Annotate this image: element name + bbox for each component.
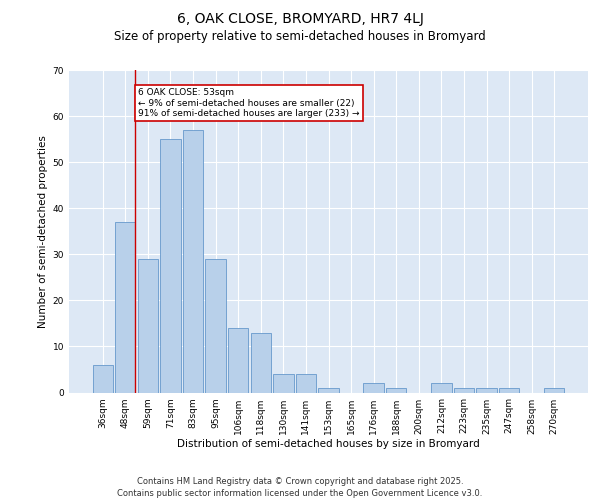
Bar: [319, 388, 338, 392]
Text: Size of property relative to semi-detached houses in Bromyard: Size of property relative to semi-detach…: [114, 30, 486, 43]
Bar: [476, 388, 497, 392]
Bar: [544, 388, 565, 392]
Bar: [364, 384, 384, 392]
Bar: [183, 130, 203, 392]
Bar: [115, 222, 136, 392]
Bar: [499, 388, 519, 392]
Bar: [205, 259, 226, 392]
Bar: [138, 259, 158, 392]
Bar: [160, 139, 181, 392]
Bar: [296, 374, 316, 392]
Text: 6, OAK CLOSE, BROMYARD, HR7 4LJ: 6, OAK CLOSE, BROMYARD, HR7 4LJ: [176, 12, 424, 26]
Bar: [431, 384, 452, 392]
Bar: [273, 374, 293, 392]
Y-axis label: Number of semi-detached properties: Number of semi-detached properties: [38, 135, 49, 328]
Bar: [386, 388, 406, 392]
Text: 6 OAK CLOSE: 53sqm
← 9% of semi-detached houses are smaller (22)
91% of semi-det: 6 OAK CLOSE: 53sqm ← 9% of semi-detached…: [138, 88, 359, 118]
Bar: [92, 365, 113, 392]
Text: Contains HM Land Registry data © Crown copyright and database right 2025.
Contai: Contains HM Land Registry data © Crown c…: [118, 476, 482, 498]
X-axis label: Distribution of semi-detached houses by size in Bromyard: Distribution of semi-detached houses by …: [177, 440, 480, 450]
Bar: [228, 328, 248, 392]
Bar: [251, 332, 271, 392]
Bar: [454, 388, 474, 392]
